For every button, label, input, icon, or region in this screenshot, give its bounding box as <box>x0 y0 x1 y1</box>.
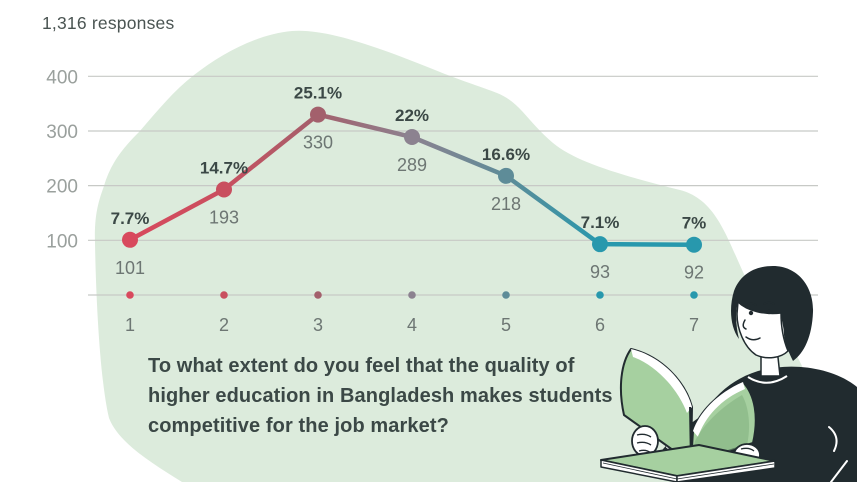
percent-label: 7% <box>682 214 707 233</box>
sweater-fold-line <box>666 426 848 482</box>
open-book-left-pages-edge <box>631 349 692 413</box>
data-point <box>122 231 138 248</box>
x-tick-label: 2 <box>219 315 229 335</box>
data-point <box>404 129 420 146</box>
percent-label: 22% <box>395 106 429 125</box>
y-tick-label: 200 <box>46 177 78 198</box>
axis-dot <box>690 291 698 299</box>
count-label: 93 <box>590 262 610 282</box>
percent-label: 14.7% <box>200 158 248 177</box>
x-tick-label: 1 <box>125 315 135 335</box>
smile <box>745 336 761 341</box>
count-label: 330 <box>303 133 333 153</box>
right-eye <box>766 309 772 315</box>
count-label: 101 <box>115 258 145 278</box>
x-tick-label: 6 <box>595 315 605 335</box>
percent-label: 25.1% <box>294 84 342 103</box>
axis-dot <box>126 291 134 299</box>
axis-dot <box>596 291 604 299</box>
y-tick-label: 400 <box>46 67 78 88</box>
eyebrows <box>745 301 775 306</box>
stacked-book-page-lines <box>602 462 775 480</box>
y-tick-label: 300 <box>46 122 78 143</box>
percent-label: 7.7% <box>111 209 150 228</box>
axis-dot <box>502 291 510 299</box>
data-point <box>686 236 702 253</box>
x-tick-label: 4 <box>407 315 417 335</box>
responses-count-label: 1,316 responses <box>42 13 175 33</box>
count-label: 218 <box>491 194 521 214</box>
left-eye <box>748 310 754 316</box>
survey-question-line: competitive for the job market? <box>148 415 449 437</box>
data-point <box>592 236 608 253</box>
person-reading-illustration <box>600 266 857 482</box>
axis-dot <box>408 291 416 299</box>
y-tick-label: 100 <box>46 231 78 252</box>
percent-label: 16.6% <box>482 145 530 164</box>
data-point <box>310 106 326 123</box>
x-tick-label: 7 <box>689 315 699 335</box>
open-book-right-pages-edge <box>693 382 745 437</box>
nose <box>742 319 747 330</box>
percent-label: 7.1% <box>581 213 620 232</box>
survey-question-line: To what extent do you feel that the qual… <box>148 355 575 377</box>
data-point <box>216 181 232 198</box>
count-label: 193 <box>209 207 239 227</box>
count-label: 289 <box>397 155 427 175</box>
axis-dot <box>314 291 322 299</box>
x-tick-label: 3 <box>313 315 323 335</box>
x-tick-label: 5 <box>501 315 511 335</box>
data-point <box>498 167 514 184</box>
survey-question-text: To what extent do you feel that the qual… <box>148 351 648 441</box>
axis-dot <box>220 291 228 299</box>
count-label: 92 <box>684 263 704 283</box>
collar-line <box>747 375 788 384</box>
survey-question-line: higher education in Bangladesh makes stu… <box>148 385 613 407</box>
